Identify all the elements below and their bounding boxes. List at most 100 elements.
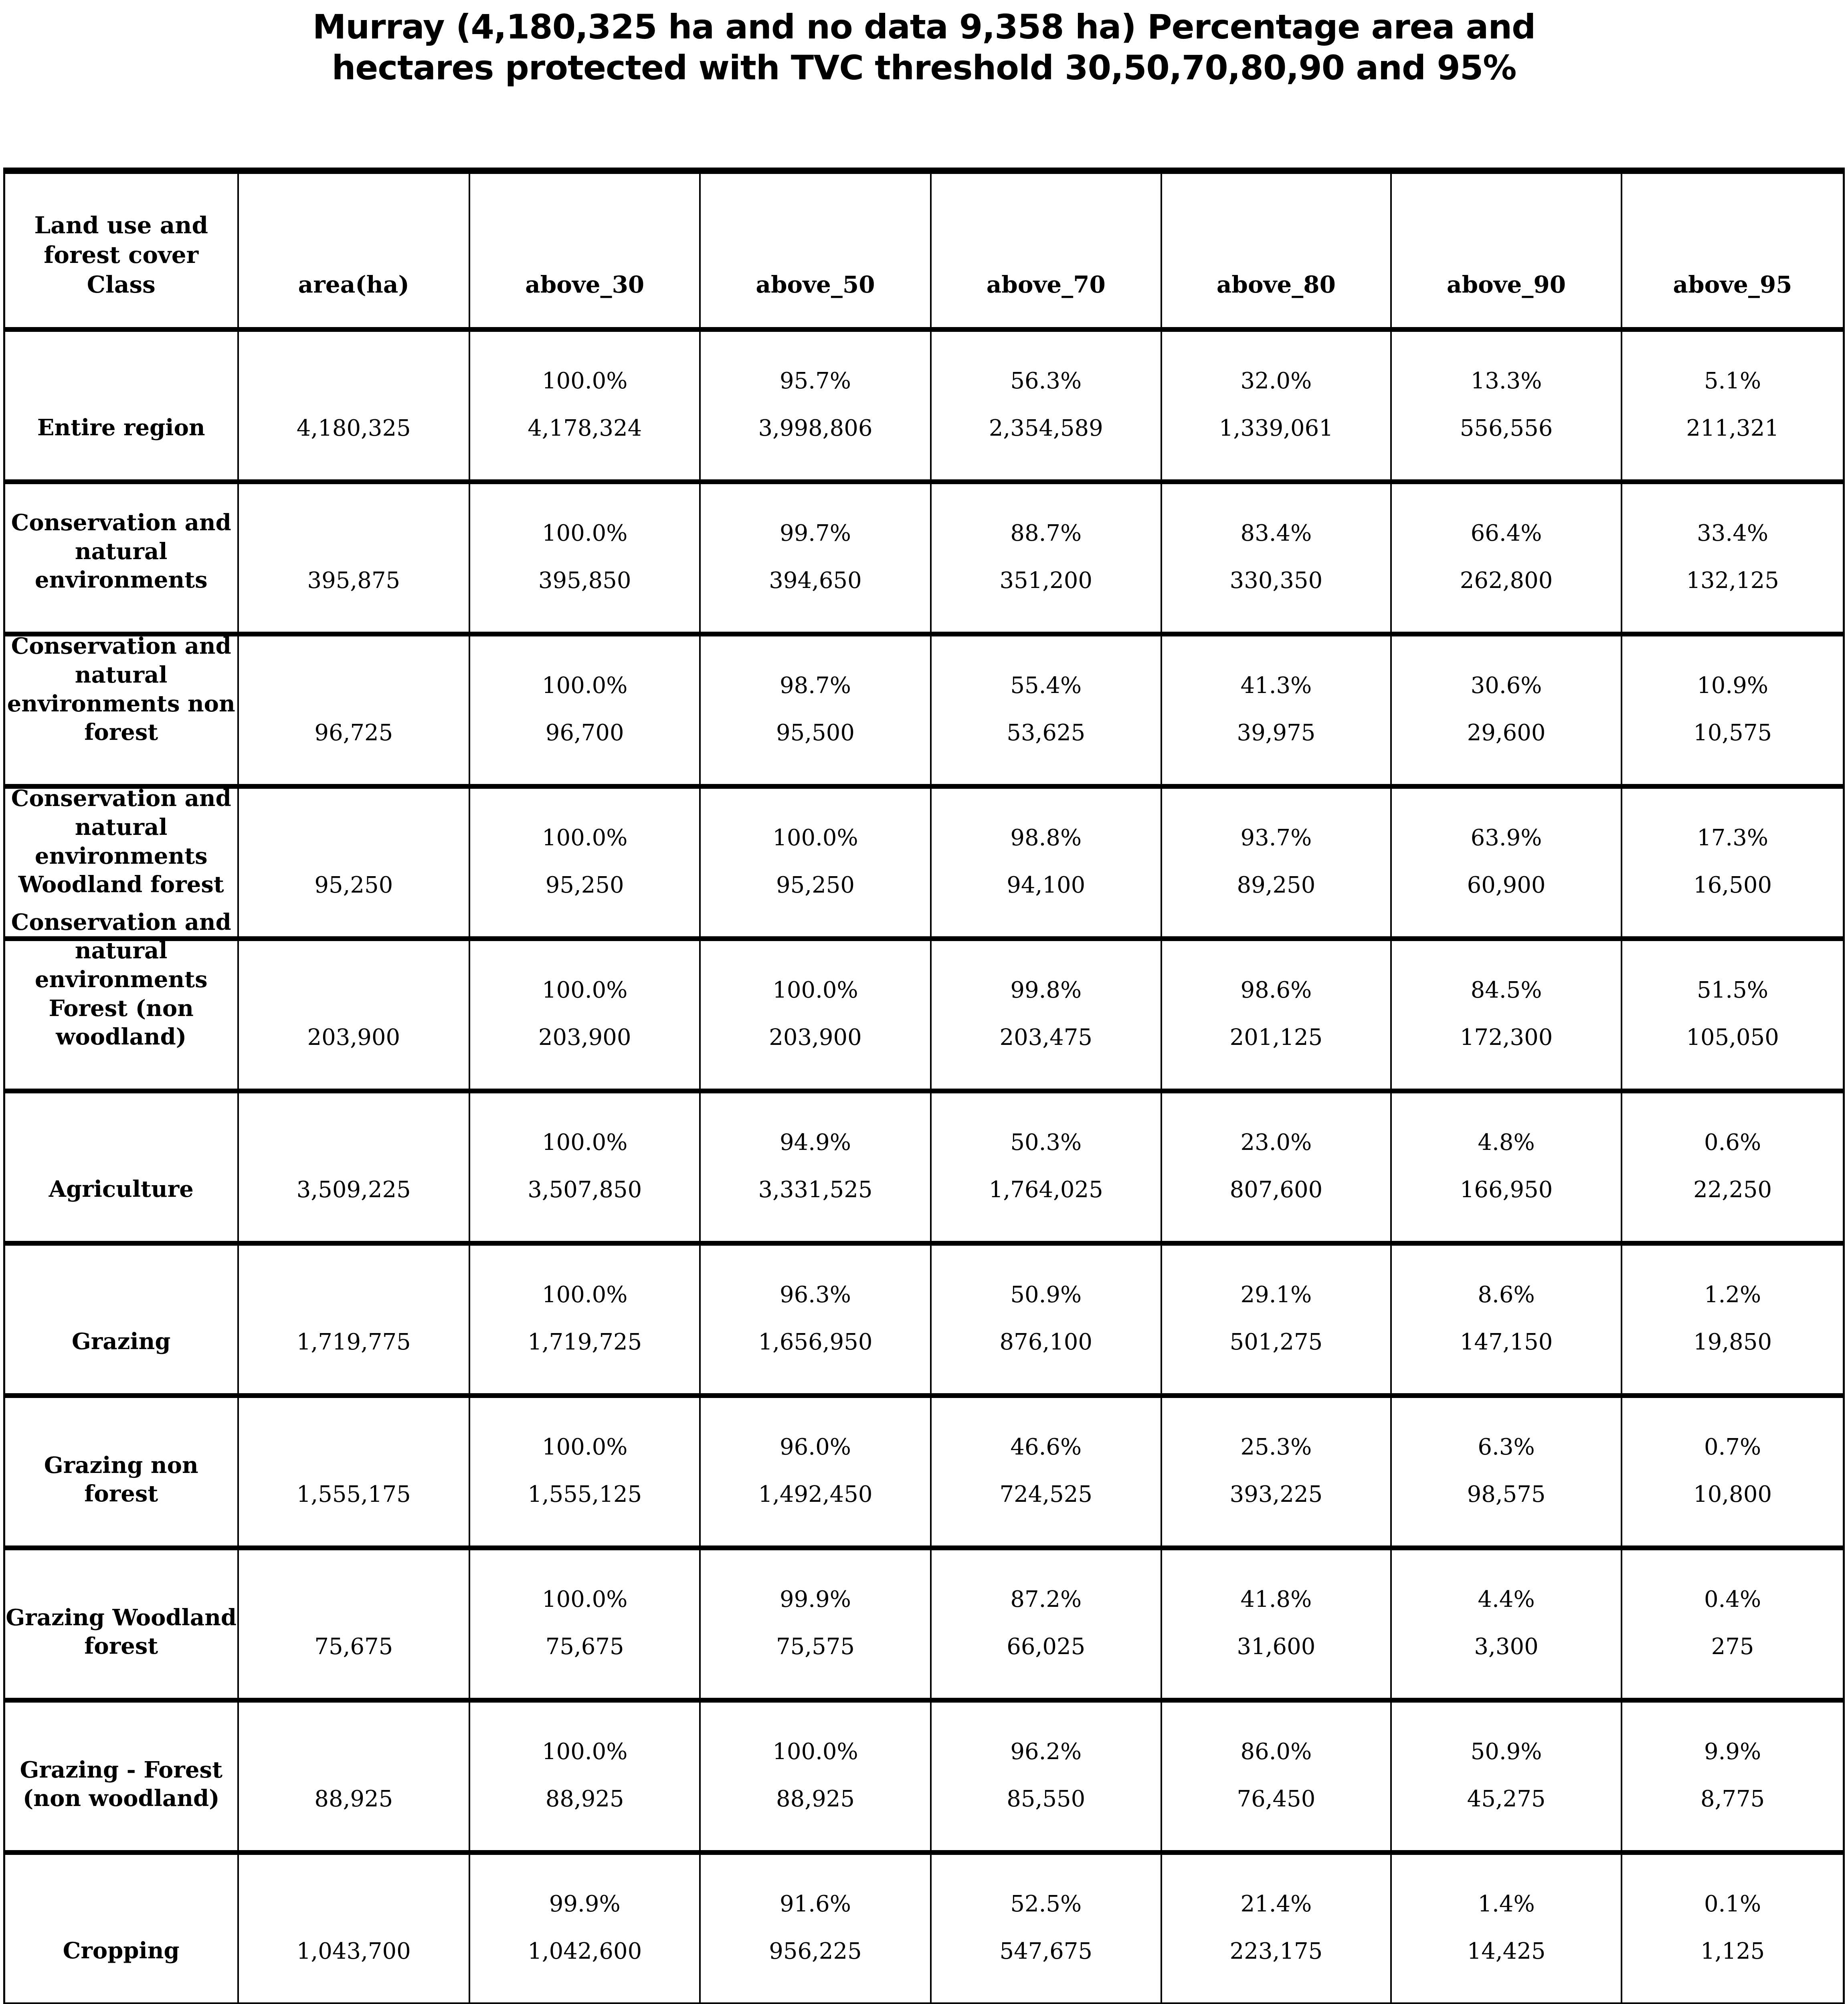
above-95-cell: 0.7% 10,800 bbox=[1621, 1398, 1843, 1545]
row-label: Conservation and natural environments Fo… bbox=[11, 909, 231, 1050]
above-50-percent: 100.0% bbox=[772, 825, 858, 851]
above-30-hectares: 88,925 bbox=[545, 1786, 624, 1812]
area-value: 1,043,700 bbox=[296, 1938, 411, 1964]
above-30-hectares: 95,250 bbox=[545, 872, 624, 898]
table-header-row: Land use and forest cover Class area(ha)… bbox=[5, 174, 1843, 327]
above-30-cell: 100.0% 203,900 bbox=[469, 941, 699, 1089]
col-header-above-70: above_70 bbox=[986, 271, 1106, 299]
above-70-cell: 46.6% 724,525 bbox=[930, 1398, 1161, 1545]
above-30-hectares: 395,850 bbox=[538, 568, 631, 594]
above-30-cell: 99.9% 1,042,600 bbox=[469, 1855, 699, 2002]
above-90-hectares: 98,575 bbox=[1467, 1481, 1546, 1507]
table-row: Conservation and natural environments 39… bbox=[5, 479, 1843, 632]
above-90-cell: 4.8% 166,950 bbox=[1390, 1093, 1621, 1241]
above-70-hectares: 2,354,589 bbox=[989, 415, 1103, 441]
area-value: 1,555,175 bbox=[296, 1481, 411, 1507]
above-30-percent: 100.0% bbox=[542, 1282, 628, 1308]
above-50-cell: 99.7% 394,650 bbox=[699, 484, 930, 632]
above-95-percent: 0.6% bbox=[1704, 1129, 1761, 1156]
above-95-cell: 51.5% 105,050 bbox=[1621, 941, 1843, 1089]
above-50-percent: 99.9% bbox=[780, 1586, 851, 1613]
above-50-hectares: 75,575 bbox=[776, 1634, 855, 1660]
above-30-cell: 100.0% 395,850 bbox=[469, 484, 699, 632]
above-50-percent: 96.3% bbox=[780, 1282, 851, 1308]
above-30-percent: 100.0% bbox=[542, 1739, 628, 1765]
above-80-cell: 23.0% 807,600 bbox=[1160, 1093, 1390, 1241]
table-row: Conservation and natural environments no… bbox=[5, 632, 1843, 784]
area-value: 95,250 bbox=[314, 872, 393, 898]
area-cell: 1,719,775 bbox=[237, 1246, 469, 1393]
above-90-cell: 13.3% 556,556 bbox=[1390, 332, 1621, 479]
area-cell: 3,509,225 bbox=[237, 1093, 469, 1241]
area-cell: 1,555,175 bbox=[237, 1398, 469, 1545]
row-label-cell: Grazing Woodland forest bbox=[5, 1550, 237, 1698]
above-70-cell: 50.9% 876,100 bbox=[930, 1246, 1161, 1393]
above-80-percent: 41.3% bbox=[1240, 673, 1312, 699]
above-30-percent: 100.0% bbox=[542, 368, 628, 394]
above-90-percent: 4.8% bbox=[1478, 1129, 1535, 1156]
above-70-cell: 99.8% 203,475 bbox=[930, 941, 1161, 1089]
above-70-percent: 98.8% bbox=[1010, 825, 1082, 851]
above-95-cell: 33.4% 132,125 bbox=[1621, 484, 1843, 632]
above-50-hectares: 88,925 bbox=[776, 1786, 855, 1812]
above-90-cell: 8.6% 147,150 bbox=[1390, 1246, 1621, 1393]
table-row: Grazing Woodland forest 75,675 100.0% 75… bbox=[5, 1545, 1843, 1698]
above-50-cell: 98.7% 95,500 bbox=[699, 636, 930, 784]
above-30-hectares: 75,675 bbox=[545, 1634, 624, 1660]
above-90-percent: 4.4% bbox=[1478, 1586, 1535, 1613]
above-95-cell: 9.9% 8,775 bbox=[1621, 1703, 1843, 1850]
above-70-cell: 52.5% 547,675 bbox=[930, 1855, 1161, 2002]
page-title-line1: Murray (4,180,325 ha and no data 9,358 h… bbox=[312, 7, 1536, 46]
above-50-cell: 95.7% 3,998,806 bbox=[699, 332, 930, 479]
above-70-hectares: 66,025 bbox=[1007, 1634, 1086, 1660]
page-title-line2: hectares protected with TVC threshold 30… bbox=[332, 48, 1517, 88]
above-90-hectares: 262,800 bbox=[1460, 568, 1553, 594]
area-cell: 203,900 bbox=[237, 941, 469, 1089]
above-50-cell: 94.9% 3,331,525 bbox=[699, 1093, 930, 1241]
above-95-cell: 1.2% 19,850 bbox=[1621, 1246, 1843, 1393]
above-30-cell: 100.0% 1,719,725 bbox=[469, 1246, 699, 1393]
above-50-hectares: 394,650 bbox=[769, 568, 862, 594]
above-90-cell: 1.4% 14,425 bbox=[1390, 1855, 1621, 2002]
above-50-percent: 99.7% bbox=[780, 520, 851, 547]
above-50-hectares: 1,656,950 bbox=[758, 1329, 873, 1355]
row-label: Conservation and natural environments Wo… bbox=[11, 785, 231, 898]
above-80-hectares: 501,275 bbox=[1229, 1329, 1323, 1355]
above-80-percent: 29.1% bbox=[1240, 1282, 1312, 1308]
area-cell: 395,875 bbox=[237, 484, 469, 632]
table-row: Agriculture 3,509,225 100.0% 3,507,850 9… bbox=[5, 1089, 1843, 1241]
above-80-cell: 41.3% 39,975 bbox=[1160, 636, 1390, 784]
above-90-hectares: 14,425 bbox=[1467, 1938, 1546, 1964]
above-50-cell: 91.6% 956,225 bbox=[699, 1855, 930, 2002]
above-95-percent: 0.4% bbox=[1704, 1586, 1761, 1613]
above-95-hectares: 16,500 bbox=[1693, 872, 1772, 898]
above-30-percent: 100.0% bbox=[542, 1129, 628, 1156]
above-90-hectares: 45,275 bbox=[1467, 1786, 1546, 1812]
above-95-cell: 0.1% 1,125 bbox=[1621, 1855, 1843, 2002]
above-90-percent: 66.4% bbox=[1470, 520, 1542, 547]
area-cell: 75,675 bbox=[237, 1550, 469, 1698]
above-80-percent: 98.6% bbox=[1240, 977, 1312, 1004]
row-label: Conservation and natural environments bbox=[11, 509, 231, 594]
col-header-above-50-cell: above_50 bbox=[699, 174, 930, 327]
above-70-hectares: 547,675 bbox=[999, 1938, 1093, 1964]
above-80-percent: 41.8% bbox=[1240, 1586, 1312, 1613]
col-header-area: area(ha) bbox=[298, 271, 409, 299]
above-95-hectares: 22,250 bbox=[1693, 1177, 1772, 1203]
above-30-cell: 100.0% 96,700 bbox=[469, 636, 699, 784]
above-50-hectares: 3,998,806 bbox=[758, 415, 873, 441]
above-90-percent: 50.9% bbox=[1470, 1739, 1542, 1765]
row-label-cell: Conservation and natural environments bbox=[5, 484, 237, 632]
above-30-percent: 100.0% bbox=[542, 1586, 628, 1613]
above-50-cell: 100.0% 88,925 bbox=[699, 1703, 930, 1850]
above-30-hectares: 4,178,324 bbox=[528, 415, 642, 441]
above-95-hectares: 1,125 bbox=[1700, 1938, 1765, 1964]
above-95-percent: 10.9% bbox=[1697, 673, 1769, 699]
above-90-cell: 6.3% 98,575 bbox=[1390, 1398, 1621, 1545]
above-30-percent: 100.0% bbox=[542, 520, 628, 547]
above-30-cell: 100.0% 4,178,324 bbox=[469, 332, 699, 479]
table-row: Cropping 1,043,700 99.9% 1,042,600 91.6%… bbox=[5, 1850, 1843, 2002]
above-70-percent: 52.5% bbox=[1010, 1891, 1082, 1917]
area-value: 96,725 bbox=[314, 720, 393, 746]
above-90-hectares: 172,300 bbox=[1460, 1024, 1553, 1050]
